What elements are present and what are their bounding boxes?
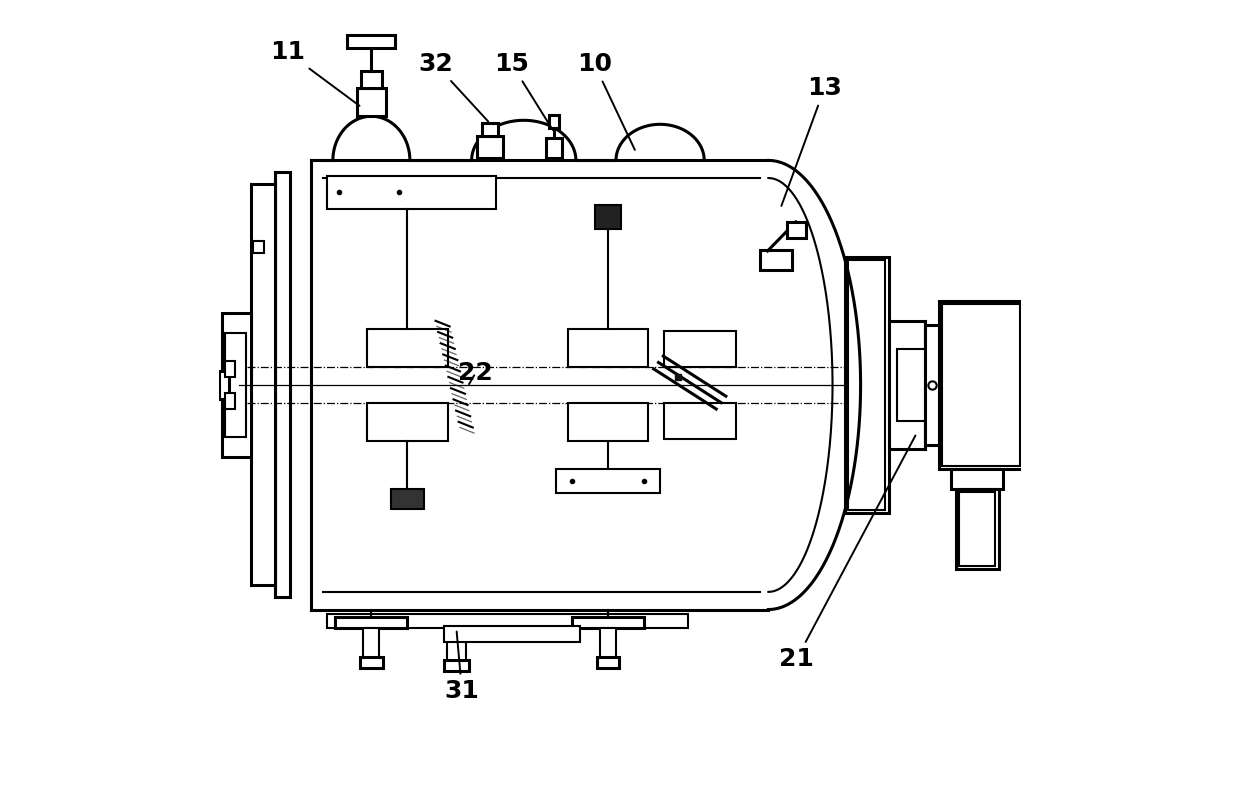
Bar <box>848 260 885 510</box>
Text: 10: 10 <box>577 52 635 150</box>
Bar <box>226 393 236 409</box>
Bar <box>226 333 247 437</box>
Bar <box>960 492 996 566</box>
Bar <box>665 403 737 439</box>
Bar <box>482 123 498 136</box>
Bar <box>568 329 649 367</box>
Bar <box>1023 307 1033 463</box>
Bar <box>939 301 1023 469</box>
Bar <box>222 313 250 457</box>
Bar <box>549 115 559 128</box>
Bar <box>760 250 791 270</box>
Bar <box>253 241 264 253</box>
Bar <box>897 349 925 421</box>
Bar <box>360 657 383 668</box>
Bar <box>956 489 998 569</box>
Bar <box>925 325 939 445</box>
Bar <box>556 469 660 493</box>
Bar <box>361 71 382 88</box>
Bar <box>392 489 424 509</box>
Text: 22: 22 <box>459 361 494 385</box>
Bar <box>942 304 1021 466</box>
Bar <box>600 628 616 658</box>
Text: 11: 11 <box>269 40 360 106</box>
Bar <box>446 628 466 662</box>
Bar <box>226 361 236 377</box>
Bar <box>367 329 448 367</box>
Bar <box>219 371 228 399</box>
Text: 13: 13 <box>781 76 842 206</box>
Text: 31: 31 <box>445 631 480 703</box>
Bar <box>327 176 496 209</box>
Bar <box>844 257 889 513</box>
Text: 21: 21 <box>779 435 915 671</box>
Bar <box>546 138 562 158</box>
Text: 15: 15 <box>495 52 553 130</box>
Bar <box>568 403 649 441</box>
Bar <box>250 184 275 585</box>
Bar <box>889 321 925 449</box>
Bar <box>951 469 1003 489</box>
Bar <box>787 222 806 238</box>
Text: 32: 32 <box>418 52 489 121</box>
Bar <box>335 617 408 628</box>
Bar <box>275 172 290 597</box>
Bar <box>595 205 621 229</box>
Bar <box>347 35 396 48</box>
Bar <box>357 88 386 116</box>
Bar <box>444 660 469 671</box>
Bar <box>477 136 503 158</box>
Bar <box>363 628 379 658</box>
Bar <box>572 617 644 628</box>
Bar <box>367 403 448 441</box>
Bar <box>665 331 737 367</box>
Bar <box>444 626 580 642</box>
Bar <box>327 614 688 628</box>
Bar <box>596 657 619 668</box>
